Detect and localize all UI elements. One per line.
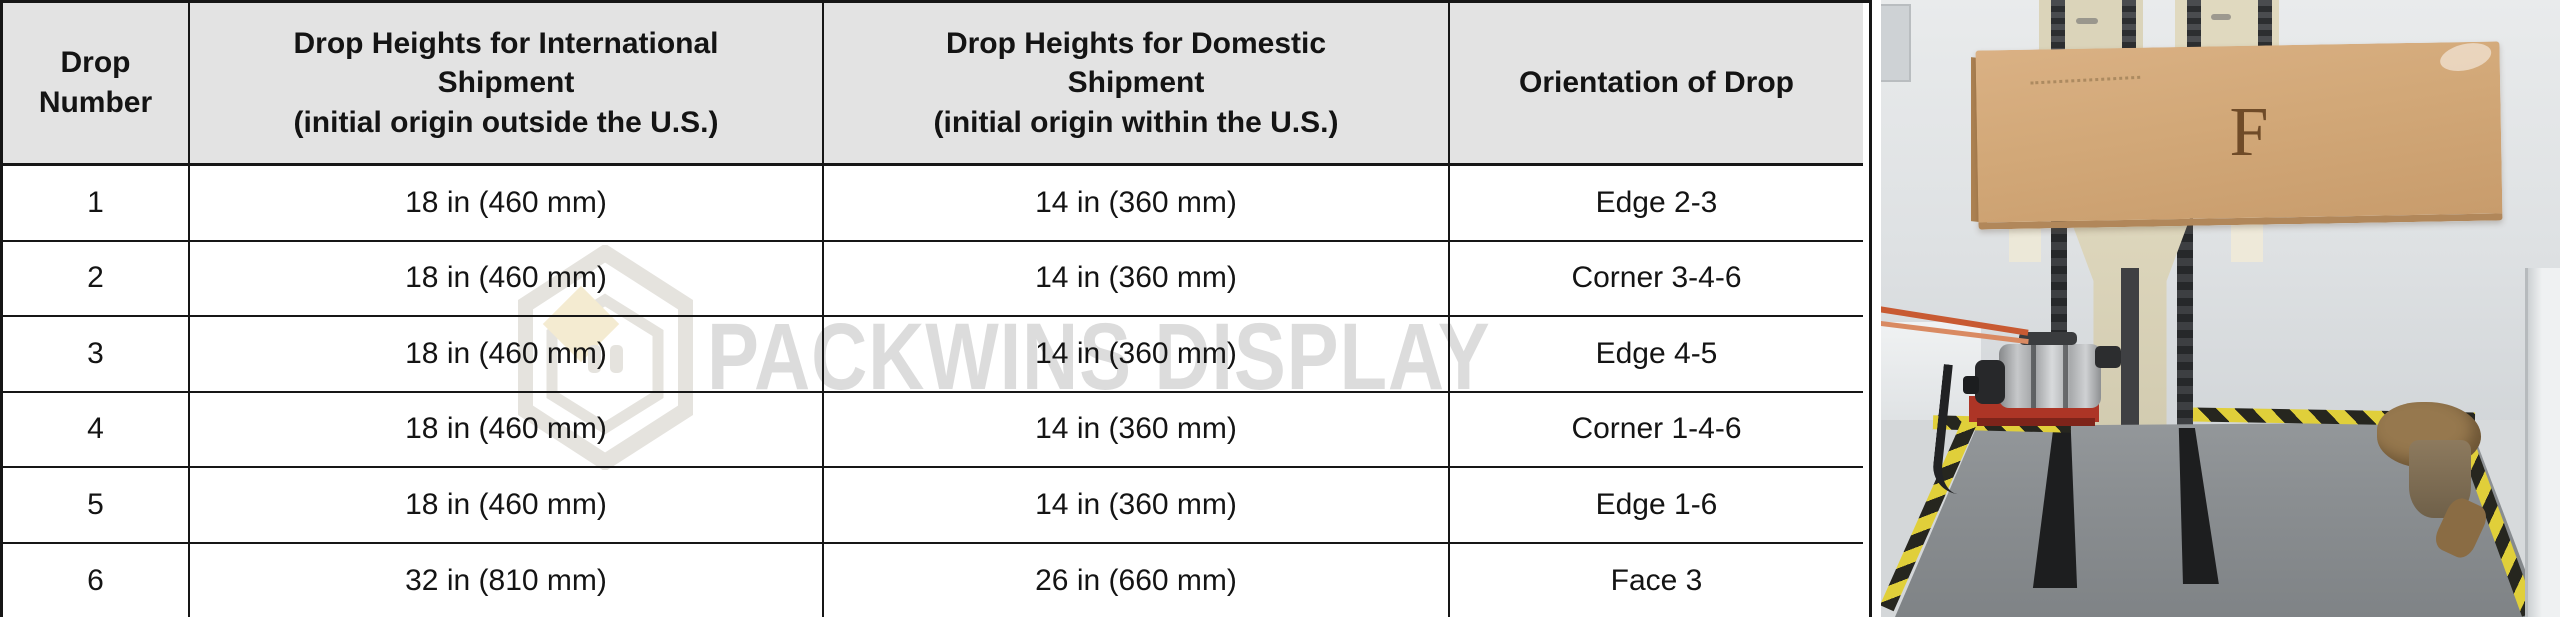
- cell-row2-orient: Corner 3-4-6: [1450, 242, 1863, 317]
- photo-chain-rail: [2051, 0, 2065, 54]
- photo-motor-end-cap-right: [2095, 346, 2121, 368]
- cell-row5-orient: Edge 1-6: [1450, 468, 1863, 544]
- header-drop-number: Drop Number: [3, 3, 190, 166]
- cell-row6-num: 6: [3, 543, 190, 617]
- cell-row4-intl: 18 in (460 mm): [190, 392, 824, 468]
- photo-wall-paper: [1881, 4, 1911, 82]
- photo-chain-rail: [2258, 0, 2272, 52]
- cell-row5-intl: 18 in (460 mm): [190, 468, 824, 544]
- photo-lower-rail-right: [2177, 210, 2193, 432]
- photo-motor-knob: [1963, 376, 1979, 394]
- photo-box-glare: [2437, 38, 2494, 76]
- cell-row1-orient: Edge 2-3: [1450, 166, 1863, 242]
- photo-motor-end-cap-left: [1975, 360, 2005, 404]
- cell-row1-num: 1: [3, 166, 190, 242]
- photo-post-marking: [2076, 18, 2098, 24]
- photo-chain-rail: [2122, 0, 2136, 54]
- drop-test-spec-table: Drop Number Drop Heights for Internation…: [0, 0, 1872, 617]
- photo-motor-cylinder: [1999, 344, 2101, 408]
- photo-motor-band: [2063, 344, 2068, 408]
- photo-right-white-column: [2525, 268, 2560, 617]
- cell-row4-dom: 14 in (360 mm): [824, 392, 1450, 468]
- photo-left-shelf: [1881, 322, 1981, 427]
- cell-row6-intl: 32 in (810 mm): [190, 543, 824, 617]
- cell-row5-num: 5: [3, 468, 190, 544]
- header-domestic: Drop Heights for Domestic Shipment (init…: [824, 3, 1450, 166]
- drop-tester-photo: F: [1881, 0, 2560, 617]
- photo-motor-handle: [2019, 332, 2077, 345]
- cell-row1-intl: 18 in (460 mm): [190, 166, 824, 242]
- cell-row3-dom: 14 in (360 mm): [824, 317, 1450, 393]
- photo-box-label: F: [2229, 93, 2269, 171]
- cell-row2-intl: 18 in (460 mm): [190, 241, 824, 317]
- cell-row6-dom: 26 in (660 mm): [824, 543, 1450, 617]
- photo-box-faint-writing: [2029, 61, 2141, 85]
- photo-chain-rail: [2187, 0, 2201, 52]
- cell-row4-orient: Corner 1-4-6: [1450, 393, 1863, 468]
- cell-row4-num: 4: [3, 392, 190, 468]
- photo-center-column-seam: [2121, 268, 2139, 432]
- cell-row5-dom: 14 in (360 mm): [824, 468, 1450, 544]
- photo-cardboard-box: F: [1975, 38, 2503, 230]
- photo-motor-base-shadow: [1977, 418, 2095, 426]
- photo-motor-band: [2031, 344, 2036, 408]
- header-international: Drop Heights for International Shipment …: [190, 3, 824, 166]
- cell-row6-orient: Face 3: [1610, 564, 1703, 598]
- photo-post-marking: [2211, 14, 2231, 20]
- header-orientation: Orientation of Drop: [1450, 3, 1863, 166]
- cell-row2-dom: 14 in (360 mm): [824, 241, 1450, 317]
- cell-row1-dom: 14 in (360 mm): [824, 166, 1450, 242]
- cell-row3-orient: Edge 4-5: [1450, 317, 1863, 393]
- cell-row2-num: 2: [3, 241, 190, 317]
- cell-row3-num: 3: [3, 317, 190, 393]
- cell-row3-intl: 18 in (460 mm): [190, 317, 824, 393]
